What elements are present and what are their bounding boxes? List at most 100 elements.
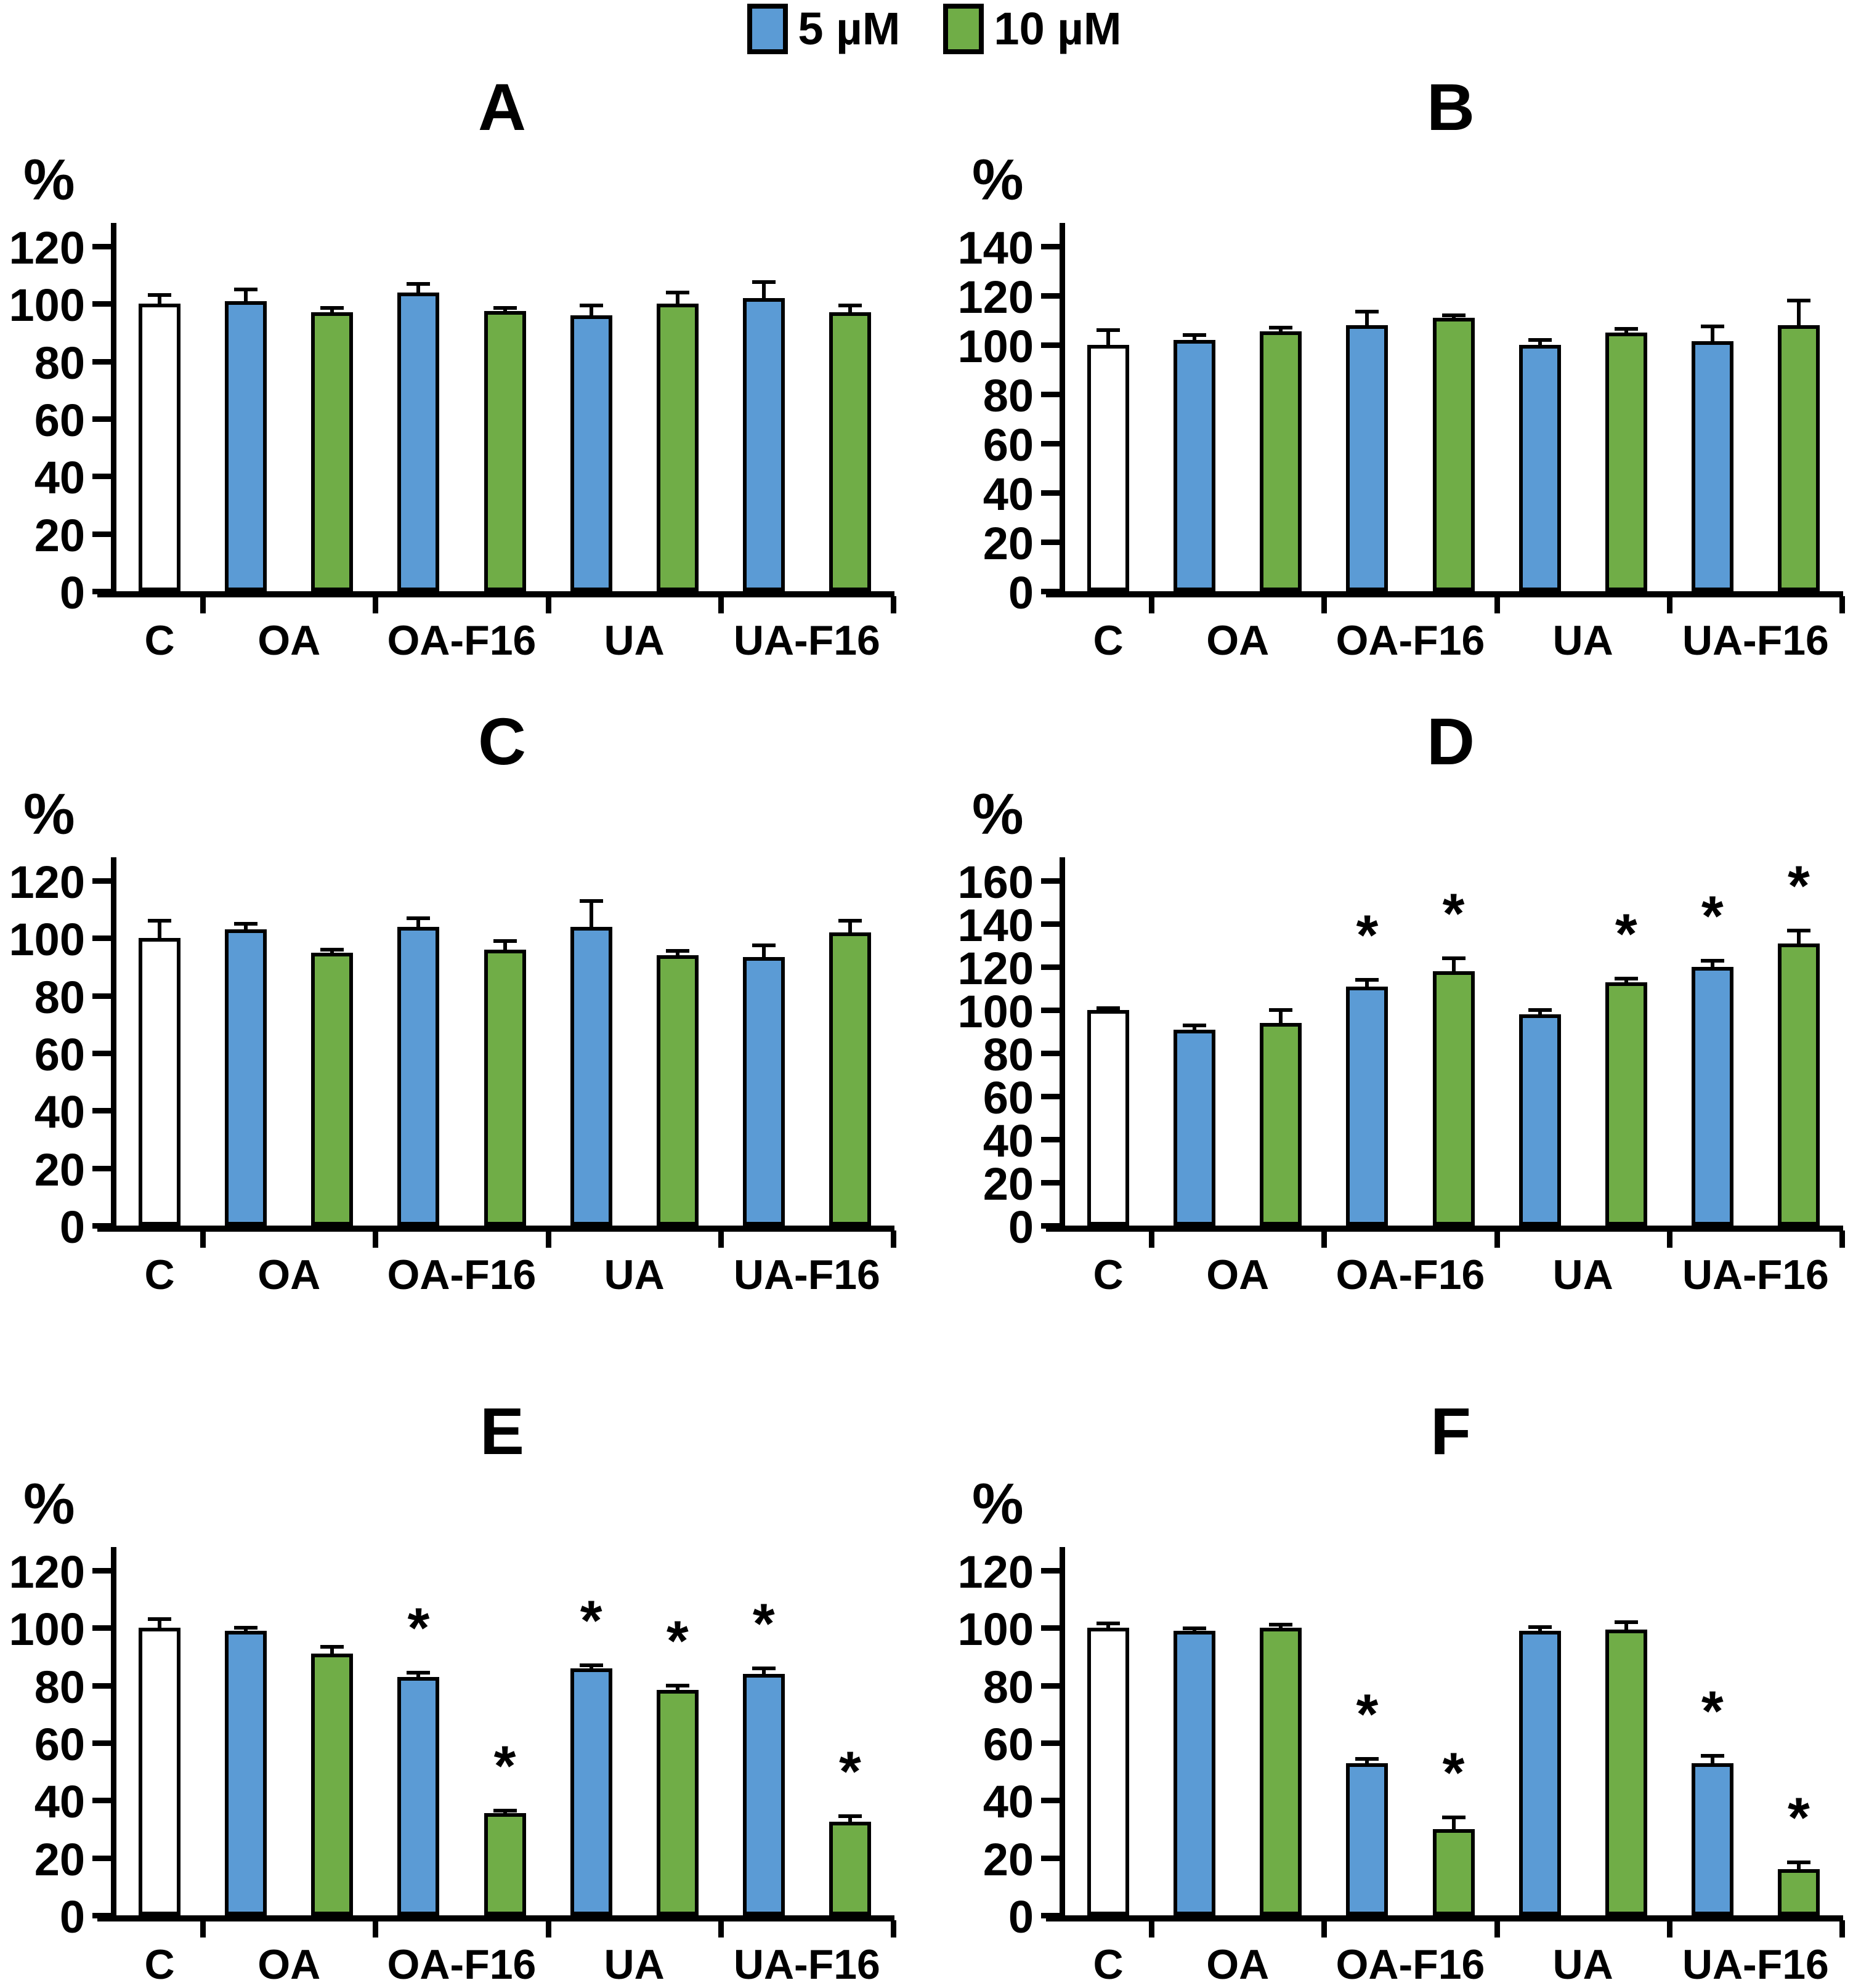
error-bar-stem: [1624, 1622, 1628, 1632]
error-bar-stem: [416, 1672, 421, 1679]
y-tick: [92, 993, 111, 999]
error-bar-stem: [1365, 980, 1369, 989]
y-tick-label: 20: [34, 509, 85, 561]
bar-oa-f16-5µM: [397, 292, 440, 591]
error-bar-cap: [1614, 977, 1638, 981]
bar-ua-f16-10µM: [1777, 325, 1820, 591]
error-bar-stem: [1451, 1817, 1456, 1832]
error-bar-cap: [234, 922, 258, 926]
y-tick: [92, 589, 111, 594]
bar-oa-f16-5µM: [1346, 325, 1389, 591]
error-bar-stem: [848, 1816, 852, 1825]
error-bar-stem: [330, 950, 334, 955]
bar-oa-10µM: [311, 952, 354, 1226]
significance-asterisk: *: [1442, 883, 1465, 945]
y-tick-label: 0: [1008, 1891, 1034, 1942]
bar-oa-f16-10µM: [484, 1813, 526, 1915]
error-bar-stem: [1451, 958, 1456, 974]
error-bar-stem: [158, 1619, 162, 1631]
bar-ua-5µM: [570, 315, 612, 591]
error-bar-cap: [320, 306, 344, 310]
error-bar-cap: [1786, 299, 1810, 302]
bar-oa-5µM: [1174, 1631, 1216, 1915]
bar-oa-f16-10µM: [1432, 1829, 1475, 1915]
x-tick: [718, 1230, 724, 1248]
error-bar-cap: [1786, 928, 1810, 932]
y-tick: [1041, 1223, 1060, 1229]
error-bar-stem: [761, 1668, 766, 1676]
y-tick-label: 120: [9, 222, 85, 273]
plot-area: 0 20 40 60 80 100 120 C OA OA-F16 UA UA-F16: [6, 223, 896, 661]
x-group-label: UA: [1552, 1251, 1613, 1298]
x-axis: [97, 591, 894, 597]
error-bar-stem: [1365, 1758, 1369, 1766]
error-bar-cap: [1355, 1756, 1379, 1761]
error-bar-stem: [589, 305, 593, 318]
legend-item-10um: 10 µM: [943, 3, 1122, 54]
bar-ua-10µM: [1605, 982, 1647, 1226]
error-bar-cap: [148, 1617, 172, 1622]
y-tick: [92, 244, 111, 249]
error-bar-cap: [1269, 326, 1293, 329]
y-tick: [92, 935, 111, 942]
error-bar-cap: [320, 1644, 344, 1649]
x-tick: [545, 1920, 551, 1937]
error-bar-cap: [1528, 338, 1552, 342]
error-bar-cap: [1097, 1006, 1121, 1010]
error-bar-stem: [848, 305, 852, 315]
y-axis-unit-label: %: [972, 1471, 1024, 1536]
error-bar-stem: [1796, 301, 1801, 328]
legend: 5 µM 10 µM: [0, 4, 1869, 54]
bar-oa-f16-5µM: [1346, 1763, 1389, 1915]
y-tick-label: 40: [983, 469, 1034, 520]
bar-oa-10µM: [1260, 1023, 1302, 1226]
legend-label-10um: 10 µM: [994, 3, 1122, 54]
x-group-label: UA: [604, 617, 665, 664]
bar-oa-5µM: [225, 929, 267, 1226]
x-tick: [200, 596, 206, 613]
error-bar-cap: [752, 943, 776, 947]
y-tick-label: 100: [957, 1604, 1034, 1655]
y-tick-label: 100: [9, 280, 85, 331]
bar-oa-5µM: [225, 1631, 267, 1915]
error-bar-stem: [1451, 315, 1456, 320]
y-tick: [1041, 1798, 1060, 1804]
x-group-label: OA: [257, 617, 321, 664]
error-bar-cap: [665, 949, 689, 953]
error-bar-cap: [1786, 1860, 1810, 1864]
y-tick: [1041, 539, 1060, 545]
y-tick: [92, 1683, 111, 1689]
bar-ua-f16-5µM: [1691, 967, 1733, 1226]
x-group-label: OA-F16: [1336, 617, 1485, 664]
error-bar-cap: [579, 1663, 603, 1667]
bar-ua-f16-10µM: [829, 932, 871, 1226]
y-tick: [92, 531, 111, 537]
y-tick-label: 60: [34, 395, 85, 446]
significance-asterisk: *: [493, 1734, 516, 1798]
error-bar-stem: [1624, 979, 1628, 985]
y-tick: [92, 416, 111, 422]
significance-asterisk: *: [1615, 903, 1637, 966]
y-tick: [92, 1740, 111, 1746]
error-bar-cap: [579, 303, 603, 307]
bar-oa-f16-10µM: [484, 311, 526, 591]
y-tick: [1041, 878, 1060, 884]
y-axis-unit-label: %: [972, 147, 1024, 212]
error-bar-stem: [675, 292, 679, 307]
x-tick: [718, 596, 724, 613]
panel-title: B: [1427, 70, 1475, 144]
y-tick: [92, 1223, 111, 1229]
x-tick: [1494, 596, 1500, 613]
error-bar-stem: [416, 283, 421, 295]
error-bar-stem: [1106, 330, 1111, 347]
error-bar-cap: [752, 280, 776, 285]
error-bar-cap: [1183, 1023, 1207, 1027]
bar-c-control: [1087, 1010, 1130, 1226]
error-bar-cap: [1355, 978, 1379, 982]
error-bar-stem: [675, 1685, 679, 1692]
x-tick: [1321, 1230, 1328, 1248]
panel-title: E: [479, 1394, 525, 1468]
error-bar-cap: [838, 303, 862, 307]
x-tick: [1149, 1230, 1155, 1248]
error-bar-cap: [665, 290, 689, 294]
